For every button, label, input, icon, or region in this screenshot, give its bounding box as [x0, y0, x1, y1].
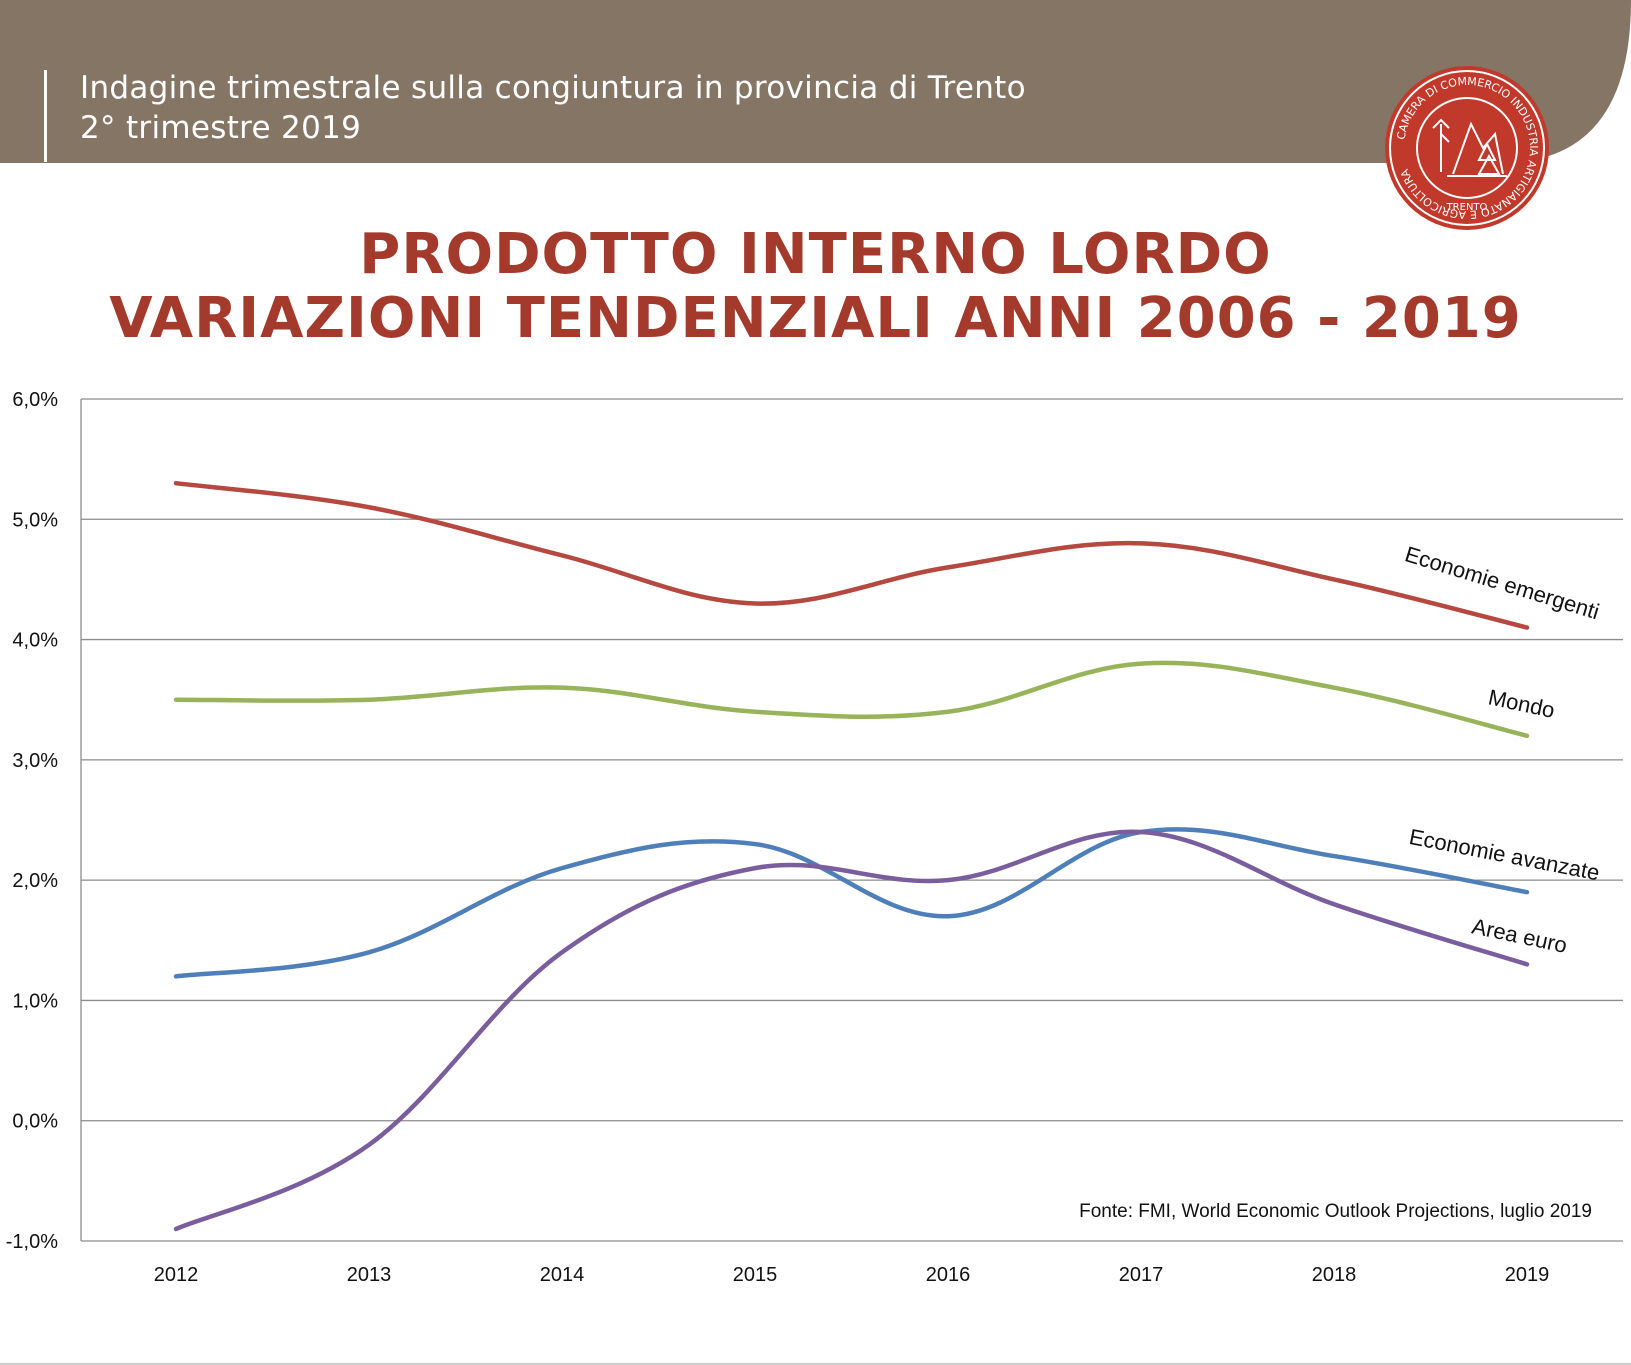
chart-title-line2: VARIAZIONI TENDENZIALI ANNI 2006 - 2019: [109, 286, 1522, 351]
x-tick-label: 2012: [154, 1264, 199, 1286]
series-line-4: [173, 829, 1530, 1232]
header-divider: [44, 70, 47, 162]
y-tick-label: 5,0%: [12, 509, 58, 531]
source-note: Fonte: FMI, World Economic Outlook Proje…: [1079, 1201, 1592, 1222]
x-tick-label: 2014: [540, 1264, 585, 1286]
chamber-seal-logo: CAMERA DI COMMERCIO INDUSTRIA ARTIGIANAT…: [1385, 66, 1549, 230]
footer-divider: [0, 1363, 1631, 1365]
series-line-3: [173, 827, 1530, 979]
chart-title-line1: PRODOTTO INTERNO LORDO: [359, 222, 1272, 287]
x-tick-label: 2018: [1312, 1264, 1357, 1286]
y-tick-label: 2,0%: [12, 870, 58, 892]
header-subtitle: 2° trimestre 2019: [80, 110, 362, 146]
x-tick-label: 2019: [1505, 1264, 1550, 1286]
series-line-2: [173, 660, 1530, 739]
series-label: Economie emergenti: [1402, 541, 1602, 624]
y-tick-label: 4,0%: [12, 630, 58, 652]
seal-bottom-text: TRENTO: [1446, 202, 1488, 213]
y-tick-label: -1,0%: [6, 1231, 58, 1253]
x-tick-label: 2013: [347, 1264, 392, 1286]
header-bar: [0, 0, 1631, 163]
x-tick-label: 2015: [733, 1264, 778, 1286]
x-tick-label: 2016: [926, 1264, 971, 1286]
header-title: Indagine trimestrale sulla congiuntura i…: [80, 70, 1026, 106]
y-tick-label: 3,0%: [12, 750, 58, 772]
series-label: Mondo: [1486, 684, 1557, 722]
y-tick-label: 6,0%: [12, 389, 58, 411]
x-tick-label: 2017: [1119, 1264, 1164, 1286]
y-tick-label: 1,0%: [12, 990, 58, 1012]
series-line-1: [173, 480, 1530, 630]
y-tick-label: 0,0%: [12, 1111, 58, 1133]
